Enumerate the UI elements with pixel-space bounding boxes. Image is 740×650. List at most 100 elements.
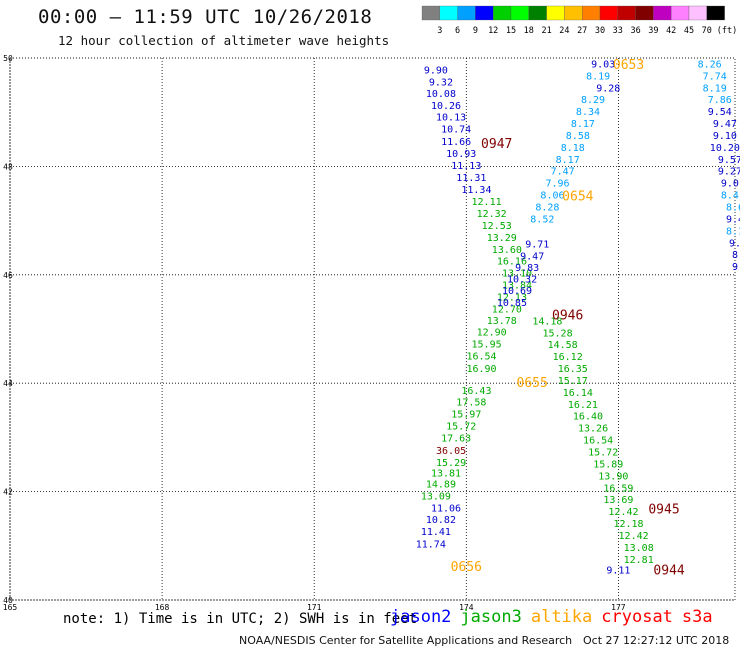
x-tick-label: 174 (459, 603, 474, 612)
wave-height-label: 13.29 (487, 233, 517, 244)
wave-height-label: 14.89 (426, 479, 456, 490)
wave-height-label: 13.69 (603, 495, 633, 506)
colorbar-swatch (671, 5, 690, 21)
legend-s3a: s3a (681, 607, 713, 627)
wave-height-label: 13.08 (624, 543, 654, 554)
colorbar-tick-label: 12 (488, 26, 498, 36)
wave-height-label: 9.11 (606, 566, 630, 577)
wave-height-label: 15.97 (451, 410, 481, 421)
wave-height-label: 9. (729, 238, 740, 249)
wave-height-label: 13.84 (502, 281, 532, 292)
wave-height-label: 8.19 (703, 83, 727, 94)
wave-height-label: 14.58 (548, 340, 578, 351)
wave-height-label: 15.72 (446, 421, 476, 432)
pass-time-label: 0945 (648, 502, 679, 517)
wave-height-label: 8.17 (571, 119, 595, 130)
wave-height-label: 12.32 (477, 209, 507, 220)
wave-height-label: 9.71 (525, 239, 549, 250)
wave-height-label: 16.43 (461, 386, 491, 397)
wave-height-label: 11.13 (451, 161, 481, 172)
colorbar-tick-label: 45 (684, 26, 694, 36)
wave-height-label: 16.14 (563, 388, 593, 399)
wave-height-label: 16.54 (466, 352, 496, 363)
colorbar-tick-label: 21 (541, 26, 551, 36)
wave-height-label: 12.90 (477, 328, 507, 339)
wave-height-label: 7.86 (708, 95, 732, 106)
credit-line: NOAA/NESDIS Center for Satellite Applica… (239, 634, 573, 647)
wave-height-label: 9.32 (429, 77, 453, 88)
data-labels: 9.909.3210.0810.2610.1310.7411.6610.9311… (416, 59, 740, 576)
wave-height-label: 15.89 (593, 459, 623, 470)
wave-height-label: 11.41 (421, 527, 451, 538)
footer-note: note: 1) Time is in UTC; 2) SWH is in fe… (63, 611, 418, 627)
wave-height-label: 16.54 (583, 436, 613, 447)
wave-height-label: 14.18 (532, 316, 562, 327)
colorbar-swatch (688, 5, 707, 21)
wave-height-label: 8.17 (556, 155, 580, 166)
wave-height-label: 9.90 (424, 65, 448, 76)
wave-height-label: 7.47 (551, 167, 575, 178)
satellite-legend: jason2 jason3 altika cryosat s3a (390, 607, 722, 627)
x-tick-label: 165 (3, 603, 18, 612)
colorbar-tick-label: 33 (613, 26, 623, 36)
y-tick-label: 48 (3, 162, 13, 171)
colorbar-swatch (617, 5, 636, 21)
wave-height-label: 16.35 (558, 364, 588, 375)
pass-time-label: 0653 (613, 58, 644, 73)
wave-height-label: 16.16 (497, 257, 527, 268)
colorbar-unit: (ft) (717, 26, 737, 36)
wave-height-label: 8.18 (561, 143, 585, 154)
legend-jason3: jason3 (460, 607, 522, 627)
y-tick-label: 50 (3, 54, 13, 63)
wave-height-label: 9.28 (596, 83, 620, 94)
wave-height-label: 9.4 (726, 214, 740, 225)
colorbar-swatch (706, 5, 725, 21)
colorbar-tick-label: 6 (455, 26, 460, 36)
wave-height-label: 13.09 (421, 491, 451, 502)
wave-height-label: 9.54 (708, 107, 732, 118)
y-tick-label: 40 (3, 596, 13, 605)
colorbar-swatch (653, 5, 672, 21)
colorbar-swatch (528, 5, 547, 21)
grid (9, 57, 736, 601)
wave-height-label: 36.05 (436, 446, 466, 457)
wave-height-label: 9 (732, 262, 738, 273)
wave-height-label: 9.47 (520, 251, 544, 262)
chart-title: 00:00 – 11:59 UTC 10/26/2018 (38, 6, 373, 28)
colorbar-swatch (599, 5, 618, 21)
wave-height-label: 9.47 (713, 119, 737, 130)
wave-height-label: 10.20 (710, 143, 740, 154)
colorbar-tick-label: 18 (524, 26, 534, 36)
wave-height-label: 13.60 (492, 245, 522, 256)
wave-height-label: 17.58 (456, 398, 486, 409)
wave-height-label: 10.82 (426, 515, 456, 526)
colorbar-swatch (510, 5, 529, 21)
colorbar-tick-label: 15 (506, 26, 516, 36)
wave-height-label: 7.74 (703, 71, 727, 82)
pass-time-label: 0947 (481, 137, 512, 152)
wave-height-label: 12.11 (472, 197, 502, 208)
wave-height-label: 13.26 (578, 424, 608, 435)
colorbar: 3 6 9 12 15 18 21 24 27 30 33 36 39 42 45 70 (ft) (421, 5, 737, 36)
wave-height-label: 16.59 (603, 483, 633, 494)
wave-height-label: 8.1 (726, 226, 740, 237)
colorbar-swatch (635, 5, 654, 21)
colorbar-swatch (439, 5, 458, 21)
wave-height-label: 9.27 (718, 167, 740, 178)
wave-height-label: 15.29 (436, 458, 466, 469)
legend-jason2: jason2 (390, 607, 452, 627)
wave-height-label: 8.26 (698, 59, 722, 70)
chart-subtitle: 12 hour collection of altimeter wave hei… (58, 33, 390, 48)
x-tick-label: 177 (611, 603, 626, 612)
pass-time-label: 0946 (552, 308, 583, 323)
colorbar-swatch (457, 5, 476, 21)
wave-height-label: 16.12 (553, 352, 583, 363)
wave-height-label: 17.63 (441, 433, 471, 444)
wave-height-label: 13.78 (487, 316, 517, 327)
wave-height-label: 12.53 (482, 221, 512, 232)
y-tick-label: 46 (3, 271, 13, 280)
wave-height-label: 8.29 (581, 95, 605, 106)
wave-height-label: 10.08 (426, 89, 456, 100)
colorbar-swatch (475, 5, 494, 21)
